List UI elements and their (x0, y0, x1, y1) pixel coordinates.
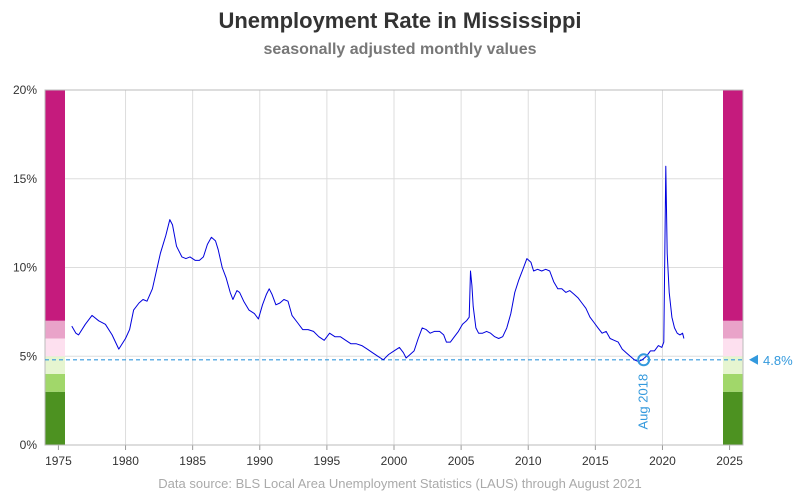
right-color-band (723, 320, 743, 339)
x-tick-label: 2025 (716, 454, 743, 468)
x-tick-label: 2010 (515, 454, 542, 468)
reference-value-label: 4.8% (763, 353, 793, 368)
left-color-band (45, 374, 65, 392)
left-color-band (45, 320, 65, 339)
x-tick-label: 2015 (582, 454, 609, 468)
x-tick-label: 1975 (45, 454, 72, 468)
x-tick-label: 1980 (112, 454, 139, 468)
plot-frame (44, 89, 744, 446)
right-color-band (723, 90, 743, 321)
axes: 0% 5% 10% 15% 20% 1975 1980 1985 1990 1995 2000 200… (13, 83, 744, 468)
reference-pointer (749, 354, 758, 365)
left-color-band (45, 338, 65, 357)
left-color-band (45, 90, 65, 321)
y-tick-label: 5% (20, 349, 38, 363)
reference-line-group: 4.8% (45, 353, 793, 368)
right-color-band (723, 356, 743, 374)
right-color-band (723, 338, 743, 357)
left-color-band (45, 356, 65, 374)
chart-subtitle: seasonally adjusted monthly values (263, 41, 537, 58)
y-tick-label: 15% (13, 172, 37, 186)
series-group (71, 165, 685, 363)
x-tick-label: 2005 (448, 454, 475, 468)
x-tick-label: 2000 (381, 454, 408, 468)
reference-marker (637, 353, 651, 367)
x-tick-label: 1985 (179, 454, 206, 468)
color-bands (45, 90, 743, 445)
left-color-band (45, 391, 65, 445)
x-tick-label: 2020 (649, 454, 676, 468)
right-color-band (723, 391, 743, 445)
chart-title: Unemployment Rate in Mississippi (218, 8, 582, 33)
data-source-note: Data source: BLS Local Area Unemployment… (158, 476, 642, 491)
x-tick-label: 1990 (246, 454, 273, 468)
y-tick-label: 10% (13, 261, 37, 275)
y-tick-label: 0% (20, 438, 38, 452)
right-color-band (723, 374, 743, 392)
x-tick-label: 1995 (314, 454, 341, 468)
marker-group: Aug 2018 (636, 353, 651, 430)
series-line-0 (71, 165, 685, 363)
reference-date-label: Aug 2018 (636, 374, 651, 430)
y-tick-label: 20% (13, 83, 37, 97)
